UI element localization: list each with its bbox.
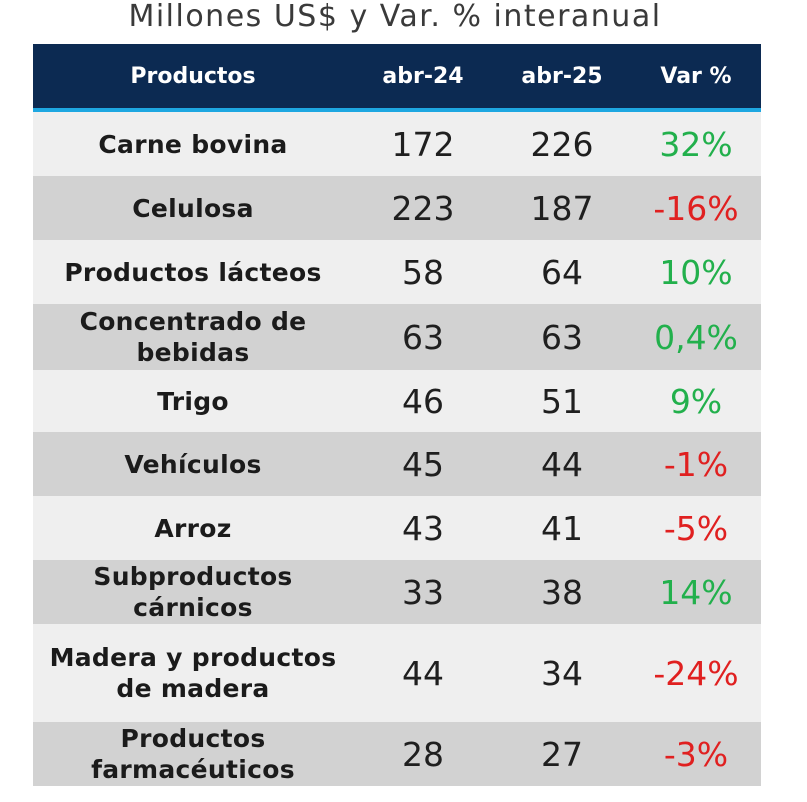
value-abr-25: 51 [541,381,583,421]
product-name: Vehículos [124,449,262,479]
value-var: 10% [659,252,733,292]
value-abr-25: 44 [541,444,583,484]
value-abr-24: 46 [402,381,444,421]
value-abr-25: 38 [541,572,583,612]
product-name: Trigo [157,386,229,416]
product-name: Concentrado de bebidas [79,307,307,367]
value-var: -24% [653,653,739,693]
product-name: Celulosa [132,193,254,223]
table-row: Madera y productos de madera 44 34 -24% [33,624,761,722]
table-row: Arroz 43 41 -5% [33,496,761,560]
header-abr-24: abr-24 [382,63,464,89]
product-name: Arroz [154,513,232,543]
value-var: 14% [659,572,733,612]
table-row: Vehículos 45 44 -1% [33,432,761,496]
header-abr-25: abr-25 [521,63,603,89]
value-var: 0,4% [654,317,738,357]
product-name: Productos farmacéuticos [91,724,295,784]
value-abr-25: 34 [541,653,583,693]
value-abr-24: 43 [402,508,444,548]
value-var: 32% [659,124,733,164]
value-abr-24: 28 [402,734,444,774]
value-abr-25: 187 [530,188,594,228]
value-abr-25: 27 [541,734,583,774]
value-abr-24: 58 [402,252,444,292]
value-var: 9% [669,381,723,421]
product-name: Madera y productos de madera [49,643,337,703]
product-name: Subproductos cárnicos [93,562,293,622]
table-row: Concentrado de bebidas 63 63 0,4% [33,304,761,370]
value-var: -1% [663,444,729,484]
value-abr-24: 33 [402,572,444,612]
table-title: Millones US$ y Var. % interanual [128,0,662,34]
table-row: Trigo 46 51 9% [33,370,761,432]
value-abr-24: 63 [402,317,444,357]
table-header: Productos abr-24 abr-25 Var % [33,44,761,112]
exports-table: Productos abr-24 abr-25 Var % Carne bovi… [33,44,761,786]
value-abr-25: 63 [541,317,583,357]
table-row: Celulosa 223 187 -16% [33,176,761,240]
table-row: Subproductos cárnicos 33 38 14% [33,560,761,624]
value-var: -16% [653,188,739,228]
value-abr-25: 41 [541,508,583,548]
value-abr-24: 172 [391,124,455,164]
value-var: -3% [663,734,729,774]
header-productos: Productos [130,63,256,89]
product-name: Productos lácteos [64,257,322,287]
product-name: Carne bovina [98,129,288,159]
table-row: Productos farmacéuticos 28 27 -3% [33,722,761,786]
header-var: Var % [660,63,732,89]
value-abr-24: 223 [391,188,455,228]
value-abr-25: 64 [541,252,583,292]
value-abr-25: 226 [530,124,594,164]
value-abr-24: 44 [402,653,444,693]
value-abr-24: 45 [402,444,444,484]
table-row: Carne bovina 172 226 32% [33,112,761,176]
value-var: -5% [663,508,729,548]
table-row: Productos lácteos 58 64 10% [33,240,761,304]
